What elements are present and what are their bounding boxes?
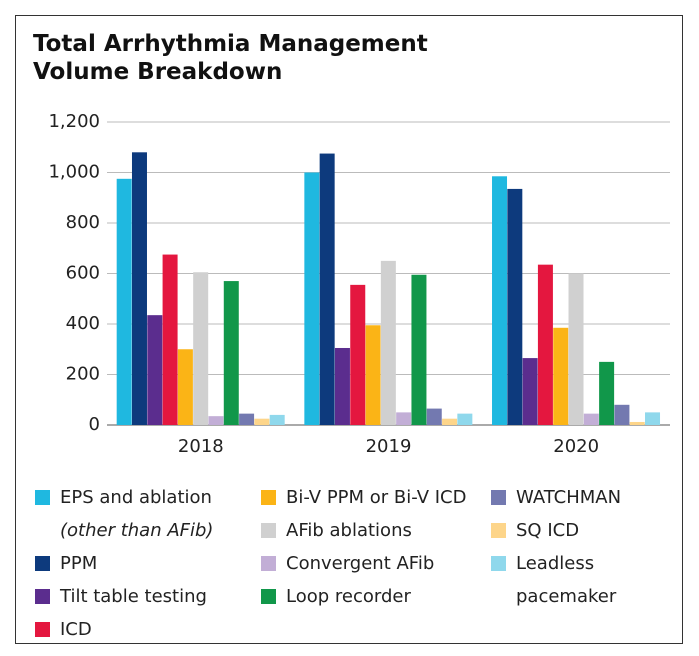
bar xyxy=(411,274,427,425)
bar xyxy=(116,178,132,425)
legend-label: Convergent AFib xyxy=(286,553,435,574)
legend-swatch xyxy=(35,622,50,637)
legend-label: ICD xyxy=(60,619,92,640)
y-tick-label: 400 xyxy=(66,313,100,334)
legend-label: Leadless pacemaker xyxy=(516,553,617,607)
legend-item: AFib ablations xyxy=(261,514,486,547)
x-tick-label: 2018 xyxy=(178,436,224,457)
legend-note: (other than AFib) xyxy=(60,520,214,541)
legend-label: Loop recorder xyxy=(286,586,411,607)
bar xyxy=(583,413,599,425)
bar xyxy=(193,272,209,425)
legend-swatch xyxy=(491,523,506,538)
legend-item: Loop recorder xyxy=(261,580,486,613)
legend-swatch xyxy=(35,490,50,505)
bar xyxy=(269,414,285,425)
legend-item: Tilt table testing xyxy=(35,580,255,613)
legend-swatch xyxy=(261,556,276,571)
y-tick-label: 1,000 xyxy=(48,162,100,183)
legend-item: SQ ICD xyxy=(491,514,676,547)
chart: 0 200 400 600 800 1,000 1,200 2018 2019 2020 xyxy=(48,111,670,457)
legend-item: WATCHMAN xyxy=(491,481,676,514)
legend-label: AFib ablations xyxy=(286,520,412,541)
legend-text: Leadless pacemaker xyxy=(516,547,636,613)
bar xyxy=(162,254,178,425)
bar xyxy=(223,281,239,425)
bar xyxy=(614,404,630,425)
y-tick-label: 200 xyxy=(66,364,100,385)
legend-item: Convergent AFib xyxy=(261,547,486,580)
legend-swatch xyxy=(35,556,50,571)
bar xyxy=(177,349,193,425)
legend-text: WATCHMAN xyxy=(516,481,666,514)
legend-label: PPM xyxy=(60,553,98,574)
bar xyxy=(522,358,538,425)
bar xyxy=(350,284,366,425)
bar xyxy=(492,176,508,425)
bar xyxy=(254,418,270,425)
x-tick-label: 2019 xyxy=(366,436,412,457)
legend-label: EPS and ablation xyxy=(60,487,212,508)
legend-swatch xyxy=(491,556,506,571)
legend-item: Bi-V PPM or Bi-V ICD xyxy=(261,481,486,514)
legend-item: Leadless pacemaker xyxy=(491,547,676,613)
bar xyxy=(645,412,661,425)
legend-column: WATCHMAN SQ ICD Leadless pacemaker xyxy=(491,481,676,613)
legend-text: PPM xyxy=(60,547,255,580)
bar xyxy=(568,273,584,425)
bar xyxy=(553,327,569,425)
bar xyxy=(629,421,645,425)
bar xyxy=(380,260,396,425)
legend-swatch xyxy=(261,490,276,505)
legend-label: WATCHMAN xyxy=(516,487,622,508)
legend-text: EPS and ablation (other than AFib) xyxy=(60,481,255,547)
legend-text: ICD xyxy=(60,613,255,646)
bar xyxy=(426,408,442,425)
legend-swatch xyxy=(491,490,506,505)
y-tick-label: 600 xyxy=(66,263,100,284)
bar xyxy=(599,361,615,425)
bar xyxy=(239,413,255,425)
legend-item: ICD xyxy=(35,613,255,646)
legend-column: EPS and ablation (other than AFib) PPM Tilt… xyxy=(35,481,255,646)
legend-label: Bi-V PPM or Bi-V ICD xyxy=(286,487,467,508)
legend-column: Bi-V PPM or Bi-V ICD AFib ablations Conver… xyxy=(261,481,486,613)
x-tick-label: 2020 xyxy=(553,436,599,457)
legend-label: SQ ICD xyxy=(516,520,580,541)
legend-text: AFib ablations xyxy=(286,514,486,547)
bar xyxy=(304,172,320,425)
legend-text: Loop recorder xyxy=(286,580,486,613)
bar xyxy=(208,416,224,425)
y-tick-label: 800 xyxy=(66,212,100,233)
bar xyxy=(334,347,350,425)
legend-item: EPS and ablation (other than AFib) xyxy=(35,481,255,547)
y-tick-label: 1,200 xyxy=(48,111,100,132)
legend-swatch xyxy=(261,523,276,538)
bar xyxy=(147,315,163,425)
legend-text: Convergent AFib xyxy=(286,547,486,580)
bar xyxy=(319,153,335,425)
legend-swatch xyxy=(261,589,276,604)
bar xyxy=(457,413,473,425)
legend-text: Tilt table testing xyxy=(60,580,255,613)
bar xyxy=(131,152,147,426)
frame xyxy=(15,15,683,644)
bar xyxy=(537,264,553,425)
bar xyxy=(365,325,381,425)
y-tick-label: 0 xyxy=(89,414,100,435)
legend-swatch xyxy=(35,589,50,604)
legend-label: Tilt table testing xyxy=(60,586,207,607)
legend-item: PPM xyxy=(35,547,255,580)
legend-text: SQ ICD xyxy=(516,514,666,547)
legend-text: Bi-V PPM or Bi-V ICD xyxy=(286,481,486,514)
bar xyxy=(507,188,523,425)
chart-title: Total Arrhythmia Management Volume Break… xyxy=(33,31,428,85)
bar xyxy=(396,412,412,425)
bar xyxy=(442,418,458,425)
